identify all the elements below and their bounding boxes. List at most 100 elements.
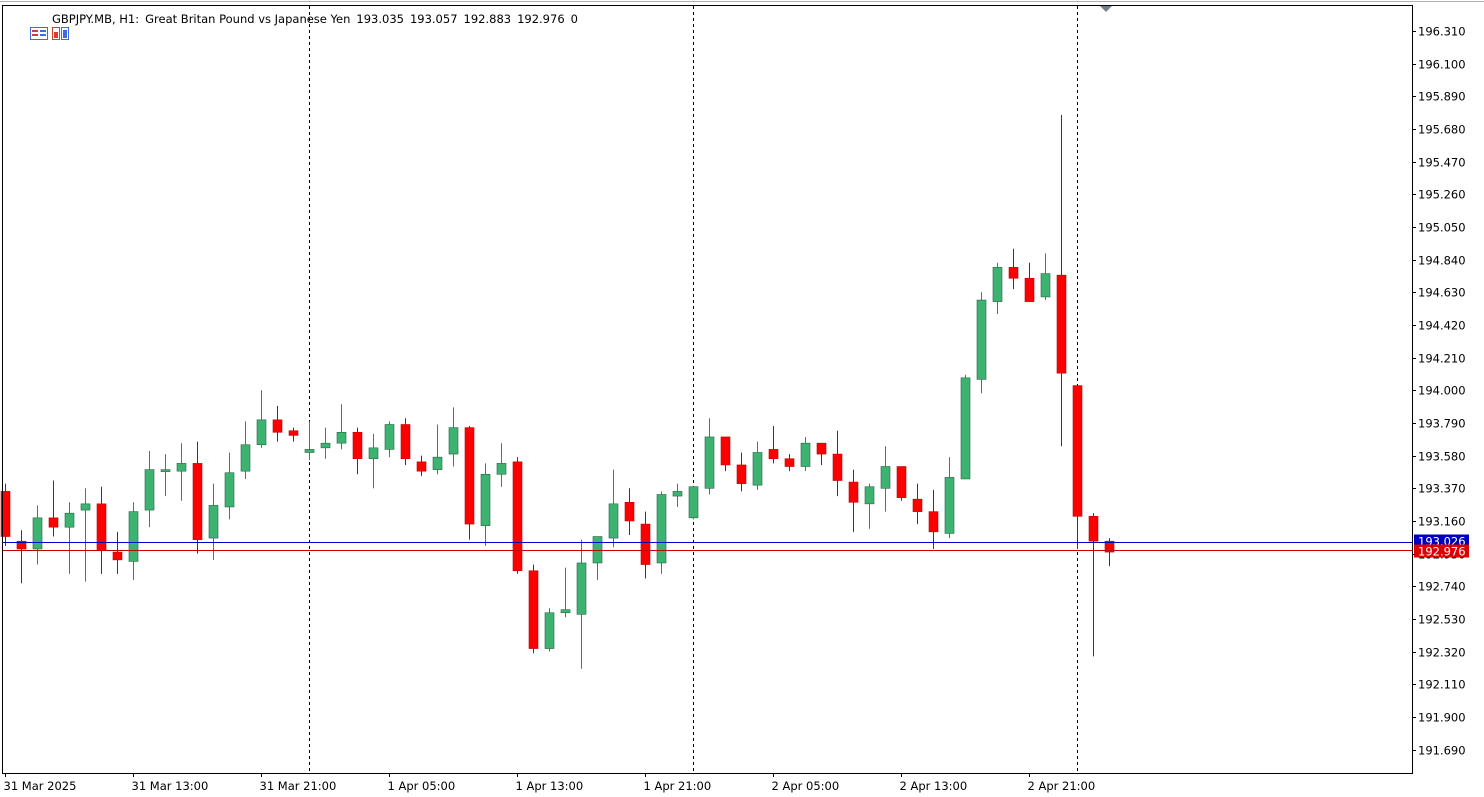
plot-border: [2, 5, 1413, 774]
bid-price-tag: 192.976: [1414, 544, 1469, 559]
candle-body: [800, 442, 811, 467]
tick-volume: 0: [570, 12, 578, 26]
candle-body: [80, 503, 91, 511]
symbol-description: Great Britan Pound vs Japanese Yen: [145, 12, 351, 26]
price-tick-label: 194.840: [1418, 254, 1466, 268]
time-tick-label: 31 Mar 2025: [4, 779, 77, 793]
candle-bear: [528, 564, 539, 654]
candle-body: [864, 486, 875, 505]
price-tick-label: 192.530: [1418, 613, 1466, 627]
candle-bull: [704, 418, 715, 495]
candle-body: [1104, 540, 1115, 553]
candle-bear: [928, 489, 939, 549]
candle-body: [784, 458, 795, 467]
candle-bear: [848, 469, 859, 532]
candle-body: [272, 419, 283, 433]
price-tick-label: 193.160: [1418, 515, 1466, 529]
candle-body: [0, 491, 11, 537]
candle-bull: [224, 452, 235, 520]
price-tick-label: 192.110: [1418, 678, 1466, 692]
time-axis[interactable]: 31 Mar 2025 31 Mar 13:00 31 Mar 21:00 1 Apr…: [4, 773, 1096, 793]
candle-bull: [480, 463, 491, 546]
candle-bull: [992, 262, 1003, 315]
candle-bear: [1072, 385, 1083, 549]
candle-bear: [400, 418, 411, 465]
candle-body: [688, 486, 699, 519]
candle-bull: [864, 483, 875, 529]
candle-bear: [816, 442, 827, 465]
price-tick-label: 195.260: [1418, 188, 1466, 202]
candle-body: [768, 449, 779, 460]
candle-bull: [336, 404, 347, 450]
candle-bear: [512, 457, 523, 574]
candle-bear: [288, 427, 299, 442]
candle-body: [1056, 274, 1067, 374]
price-tick-label: 191.690: [1418, 744, 1466, 758]
candle-body: [240, 444, 251, 472]
candle-bull: [144, 450, 155, 528]
chart-shift-marker-icon[interactable]: [1100, 6, 1112, 12]
candle-bull: [800, 436, 811, 472]
candle-bear: [720, 436, 731, 472]
candle-bear: [896, 466, 907, 501]
candle-body: [752, 452, 763, 486]
candle-body: [256, 419, 267, 446]
price-tick-label: 193.370: [1418, 482, 1466, 496]
candle-bear: [192, 441, 203, 554]
candle-body: [160, 469, 171, 472]
candle-body: [640, 523, 651, 565]
candle-body: [976, 299, 987, 380]
candle-bull: [176, 443, 187, 501]
candle-bull: [880, 446, 891, 512]
price-tick-label: 192.740: [1418, 580, 1466, 594]
ohlc-close: 192.976: [517, 12, 565, 26]
candle-body: [624, 501, 635, 522]
candle-bull: [560, 567, 571, 618]
candle-bear: [1024, 262, 1035, 302]
candle-body: [1072, 385, 1083, 517]
candle-body: [544, 612, 555, 649]
candle-body: [176, 463, 187, 472]
price-tick-label: 193.580: [1418, 450, 1466, 464]
candle-body: [1024, 277, 1035, 302]
symbol-timeframe: GBPJPY.MB, H1:: [52, 12, 140, 26]
candles: [0, 114, 1115, 669]
candle-body: [192, 463, 203, 540]
candle-body: [288, 430, 299, 436]
price-lines: [3, 542, 1412, 551]
price-axis[interactable]: 196.310 196.100 195.890 195.680 195.470 195.2…: [1412, 25, 1466, 758]
candle-bull: [320, 427, 331, 459]
candle-body: [592, 536, 603, 564]
time-tick-label: 2 Apr 05:00: [772, 779, 840, 793]
candle-body: [576, 562, 587, 615]
candle-body: [608, 503, 619, 539]
candle-body: [32, 517, 43, 550]
candle-bull: [256, 390, 267, 448]
candle-bull: [496, 443, 507, 487]
candle-body: [1008, 267, 1019, 279]
candle-body: [832, 453, 843, 481]
candle-body: [416, 461, 427, 472]
candle-body: [880, 466, 891, 489]
time-tick-label: 2 Apr 21:00: [1028, 779, 1096, 793]
price-tick-label: 194.000: [1418, 384, 1466, 398]
candle-body: [144, 469, 155, 511]
depth-of-market-icon[interactable]: [30, 13, 69, 40]
candle-body: [400, 424, 411, 460]
candle-body: [464, 427, 475, 525]
candle-body: [48, 517, 59, 528]
candle-body: [848, 481, 859, 503]
candle-body: [368, 447, 379, 460]
candle-body: [704, 436, 715, 489]
price-tick-label: 194.420: [1418, 319, 1466, 333]
candle-bear: [624, 488, 635, 535]
candle-bear: [0, 483, 11, 546]
one-click-trading-icon[interactable]: [8, 13, 48, 40]
price-tick-label: 195.680: [1418, 123, 1466, 137]
candle-body: [656, 494, 667, 564]
candle-body: [64, 512, 75, 528]
candle-body: [1040, 273, 1051, 298]
time-tick-label: 31 Mar 21:00: [260, 779, 337, 793]
